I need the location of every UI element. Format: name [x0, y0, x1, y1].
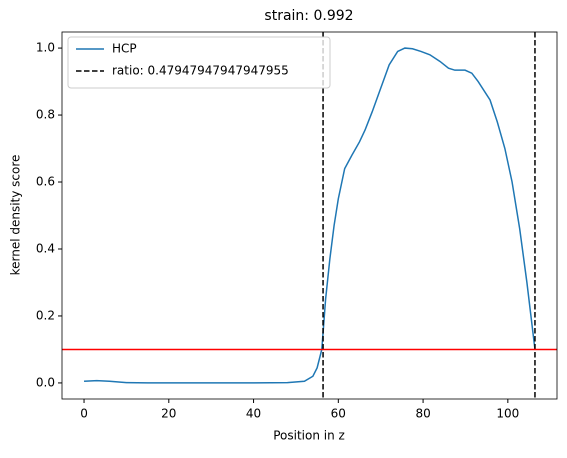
y-tick-label: 0.8 [36, 108, 55, 122]
x-tick-label: 40 [246, 407, 261, 421]
legend-label: HCP [112, 42, 137, 56]
chart-title: strain: 0.992 [264, 8, 353, 24]
legend-label: ratio: 0.47947947947947955 [112, 64, 289, 78]
x-tick-label: 100 [496, 407, 519, 421]
x-axis-label: Position in z [273, 429, 345, 443]
y-tick-label: 0.0 [36, 375, 55, 389]
x-tick-label: 20 [161, 407, 176, 421]
x-tick-label: 80 [415, 407, 430, 421]
y-tick-label: 0.4 [36, 241, 55, 255]
y-tick-label: 0.6 [36, 175, 55, 189]
y-axis-label: kernel density score [9, 155, 23, 276]
plot-frame [61, 31, 558, 400]
legend-box [67, 36, 331, 89]
y-tick-label: 1.0 [36, 41, 55, 55]
x-tick-label: 0 [80, 407, 88, 421]
x-tick-label: 60 [331, 407, 346, 421]
y-tick-label: 0.2 [36, 308, 55, 322]
line-series [83, 47, 536, 384]
